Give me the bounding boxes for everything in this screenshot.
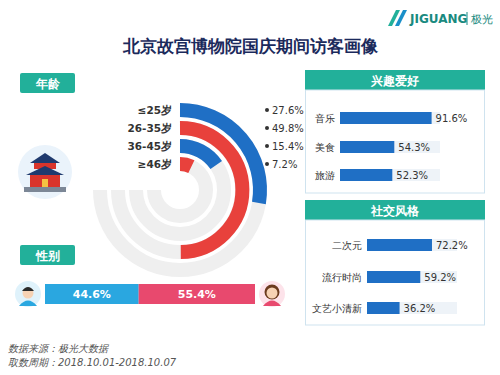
bar bbox=[367, 302, 400, 314]
base bbox=[24, 187, 66, 192]
canvas: JIGUANG极光北京故宫博物院国庆期间访客画像年龄≤25岁27.6%26-35… bbox=[0, 0, 500, 375]
icon-bg bbox=[259, 281, 285, 307]
data-label: 72.2% bbox=[436, 240, 468, 251]
section-title: 性别 bbox=[35, 249, 60, 263]
bar-segment bbox=[139, 284, 255, 304]
bar-segment bbox=[45, 284, 139, 304]
label-dot bbox=[265, 108, 269, 112]
category-label: 音乐 bbox=[315, 113, 335, 124]
face bbox=[23, 288, 34, 299]
bar-track bbox=[45, 284, 255, 304]
logo-text: JIGUANG bbox=[409, 12, 467, 26]
logo-icon bbox=[395, 10, 407, 26]
bar-track bbox=[340, 112, 440, 124]
category-label: 旅游 bbox=[315, 170, 335, 181]
logo-separator bbox=[467, 12, 468, 25]
roof bbox=[26, 166, 64, 175]
bar bbox=[367, 271, 420, 283]
tag-bg bbox=[20, 73, 75, 93]
person-icon bbox=[15, 281, 41, 307]
category-label: ≤25岁 bbox=[138, 104, 172, 116]
section-tag: 年龄 bbox=[20, 73, 75, 93]
bar-panel: 社交风格二次元 72.2% 流行时尚 59.2% 文艺小清新 36.2% bbox=[305, 200, 485, 325]
category-label: 文艺小清新 bbox=[312, 303, 362, 314]
period: 取数周期：2018.10.01-2018.10.07 bbox=[8, 357, 177, 368]
bar bbox=[367, 239, 432, 251]
icon-bg bbox=[15, 281, 41, 307]
ring-track bbox=[100, 110, 260, 270]
bar bbox=[340, 141, 394, 153]
bar-track bbox=[367, 302, 457, 314]
bar bbox=[340, 112, 432, 124]
data-label: 49.8% bbox=[272, 123, 304, 134]
temple-icon bbox=[18, 145, 72, 199]
data-label: 52.3% bbox=[396, 170, 428, 181]
logo-text: 极光 bbox=[470, 13, 493, 26]
panel-frame bbox=[306, 220, 485, 325]
body bbox=[19, 301, 37, 307]
title: 北京故宫博物院国庆期间访客画像 bbox=[122, 36, 379, 56]
radial-chart: ≤25岁 27.6% 26-35岁 49.8% 36-45岁 15.4% ≥46岁 7.2% bbox=[100, 104, 304, 270]
person-icon bbox=[259, 281, 285, 307]
bar-track bbox=[340, 141, 440, 153]
data-label: 44.6% bbox=[73, 288, 111, 301]
bar-panel: 兴趣爱好音乐 91.6% 美食 54.3% 旅游 52.3% bbox=[305, 70, 485, 193]
data-label: 91.6% bbox=[436, 113, 468, 124]
category-label: 26-35岁 bbox=[127, 122, 172, 134]
category-label: 36-45岁 bbox=[127, 140, 172, 152]
data-label: 27.6% bbox=[272, 105, 304, 116]
section-tag: 性别 bbox=[20, 245, 75, 265]
logo: JIGUANG极光 bbox=[388, 10, 493, 26]
ring-track bbox=[136, 146, 224, 234]
panel-frame bbox=[306, 90, 485, 193]
bar bbox=[340, 169, 392, 181]
tag-bg bbox=[20, 245, 75, 265]
data-label: 55.4% bbox=[178, 288, 216, 301]
category-label: 美食 bbox=[315, 142, 335, 153]
body bbox=[263, 301, 281, 307]
icon-bg bbox=[18, 145, 72, 199]
gender-bar: 44.6% 55.4% bbox=[45, 284, 255, 304]
label-dot bbox=[265, 126, 269, 130]
source: 数据来源：极光大数据 bbox=[8, 343, 109, 354]
label-dot bbox=[265, 144, 269, 148]
face bbox=[267, 288, 278, 299]
data-label: 15.4% bbox=[272, 141, 304, 152]
hair bbox=[265, 285, 280, 300]
panel-header bbox=[305, 70, 485, 90]
tracks bbox=[100, 110, 260, 270]
category-label: 流行时尚 bbox=[322, 272, 362, 283]
door bbox=[42, 179, 48, 187]
roof bbox=[30, 153, 60, 163]
hair bbox=[22, 287, 34, 291]
wall bbox=[30, 175, 60, 187]
bar-track bbox=[340, 169, 440, 181]
ring-bar bbox=[180, 128, 242, 252]
section-title: 社交风格 bbox=[370, 204, 420, 218]
ring-bar bbox=[180, 164, 191, 167]
data-label: 54.3% bbox=[398, 142, 430, 153]
section-title: 兴趣爱好 bbox=[370, 74, 419, 88]
label-dot bbox=[265, 162, 269, 166]
data-label: 59.2% bbox=[424, 272, 456, 283]
data-label: 36.2% bbox=[404, 303, 436, 314]
ring-track bbox=[118, 128, 242, 252]
ring-track bbox=[154, 164, 206, 216]
data-label: 7.2% bbox=[272, 159, 297, 170]
section-title: 年龄 bbox=[35, 77, 61, 91]
panel-header bbox=[305, 200, 485, 220]
category-label: 二次元 bbox=[332, 240, 362, 251]
category-label: ≥46岁 bbox=[138, 158, 172, 170]
bar-track bbox=[367, 271, 457, 283]
